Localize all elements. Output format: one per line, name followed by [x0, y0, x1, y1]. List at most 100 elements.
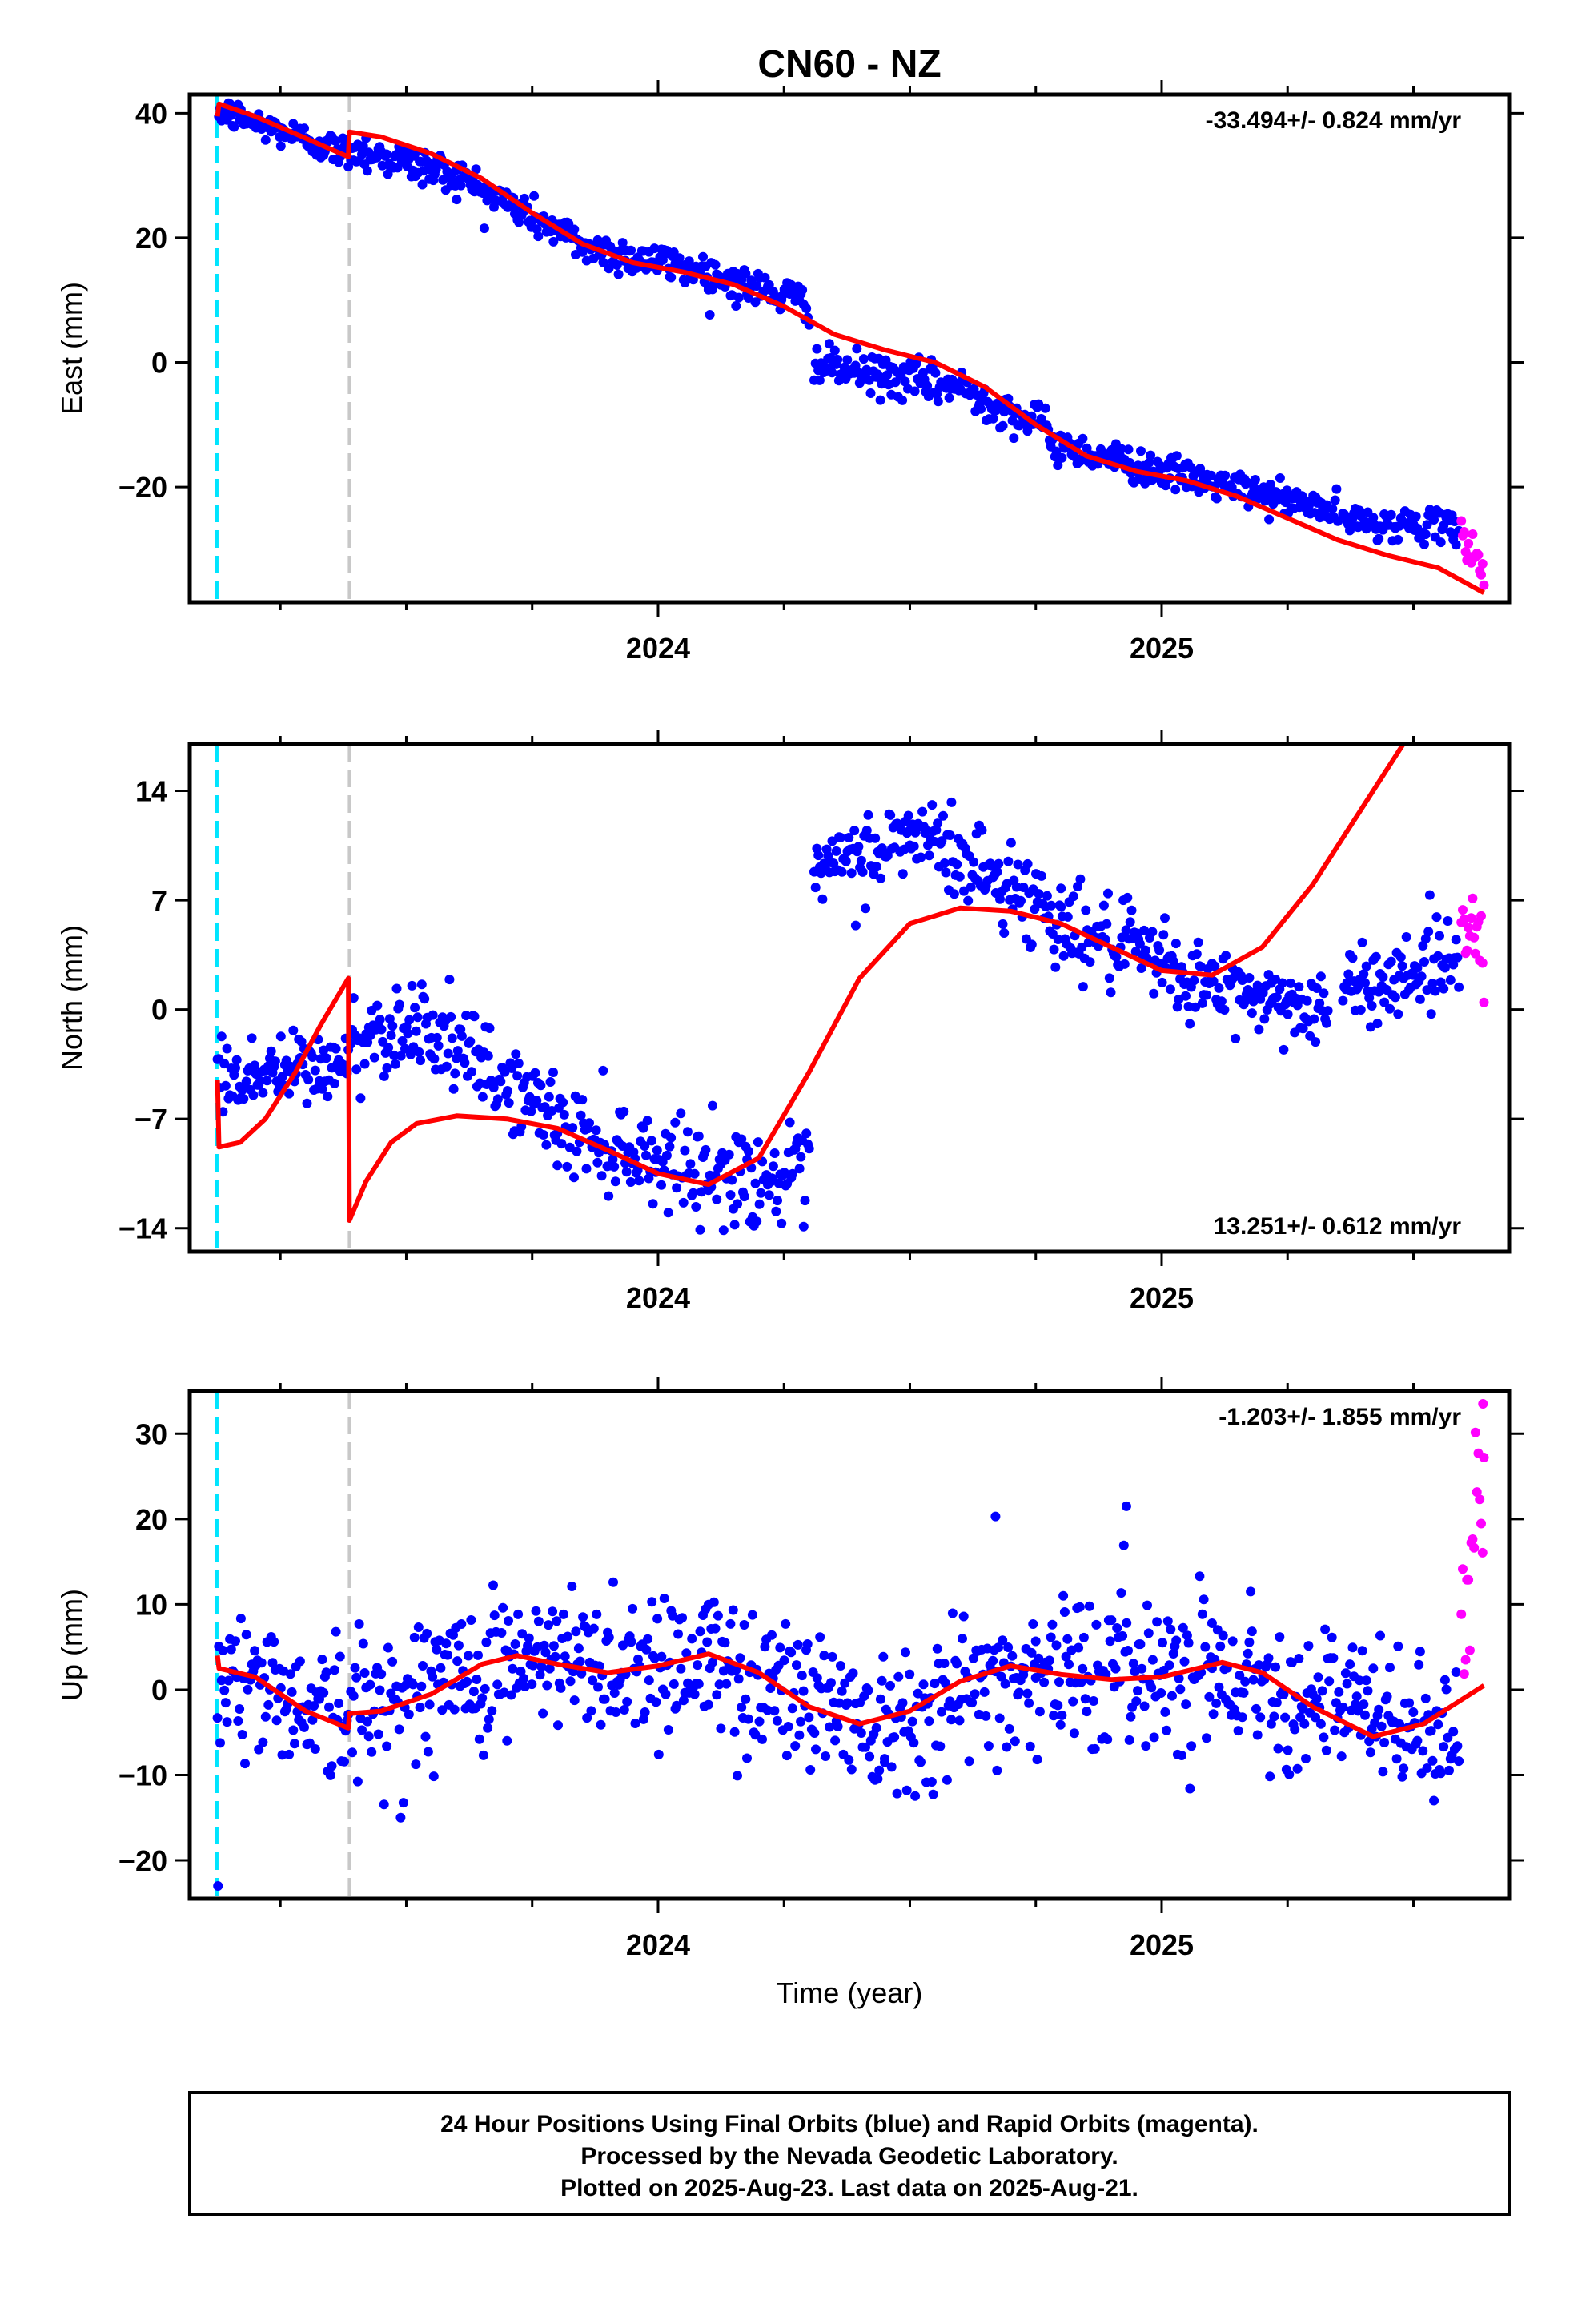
north-final-point	[646, 1136, 656, 1146]
north-final-point	[938, 810, 948, 821]
up-final-point	[1240, 1676, 1251, 1687]
up-final-point	[1175, 1684, 1186, 1695]
north-final-point	[857, 866, 868, 877]
up-final-point	[424, 1699, 435, 1710]
north-final-point	[1191, 949, 1202, 959]
north-final-point	[247, 1033, 257, 1043]
north-final-point	[1122, 892, 1133, 903]
up-final-point	[1182, 1630, 1192, 1641]
up-final-point	[819, 1651, 829, 1661]
up-ytick-label: −20	[118, 1844, 167, 1877]
east-final-point	[710, 259, 721, 270]
north-final-point	[1102, 919, 1112, 929]
up-final-point	[394, 1724, 404, 1735]
up-final-point	[1227, 1636, 1238, 1647]
north-final-point	[484, 1023, 495, 1033]
up-final-point	[979, 1687, 990, 1697]
up-final-point	[641, 1644, 652, 1655]
up-final-point	[347, 1747, 357, 1758]
up-final-point	[358, 1638, 368, 1649]
east-rapid-point	[1479, 580, 1489, 590]
up-ytick-label: 10	[135, 1588, 167, 1621]
north-final-point	[648, 1199, 658, 1209]
east-final-point	[824, 339, 834, 349]
up-final-point	[1197, 1609, 1207, 1619]
up-final-point	[1426, 1726, 1436, 1736]
east-final-point	[1331, 484, 1342, 494]
up-final-point	[840, 1678, 850, 1688]
up-final-point	[1280, 1712, 1291, 1723]
east-final-point	[1053, 460, 1063, 471]
north-final-point	[771, 1206, 781, 1216]
up-final-point	[310, 1744, 320, 1754]
east-final-point	[533, 231, 544, 242]
up-final-point	[258, 1737, 268, 1747]
up-final-point	[1301, 1754, 1311, 1763]
north-final-point	[1359, 969, 1369, 979]
up-final-point	[351, 1672, 362, 1683]
east-final-point	[626, 245, 636, 255]
north-final-point	[1077, 942, 1087, 952]
up-final-point	[1126, 1711, 1136, 1722]
up-final-point	[508, 1663, 518, 1674]
up-final-point	[846, 1764, 857, 1775]
up-final-point	[1397, 1771, 1407, 1782]
up-final-point	[474, 1734, 484, 1744]
north-final-point	[661, 1150, 672, 1160]
up-final-point	[901, 1785, 912, 1795]
north-final-point	[386, 1031, 396, 1040]
up-final-point	[528, 1660, 538, 1671]
up-final-point	[1147, 1655, 1158, 1665]
up-final-point	[527, 1679, 537, 1690]
up-final-point	[622, 1696, 632, 1707]
up-final-point	[695, 1626, 705, 1637]
up-final-point	[1251, 1703, 1261, 1714]
north-final-point	[250, 1060, 260, 1071]
north-final-point	[1321, 1018, 1331, 1028]
north-final-point	[270, 1056, 280, 1067]
up-final-point	[319, 1687, 329, 1698]
north-final-point	[634, 1176, 644, 1186]
north-final-point	[1121, 925, 1131, 935]
up-final-point	[742, 1753, 752, 1763]
north-final-point	[844, 833, 854, 842]
north-final-point	[1294, 982, 1304, 992]
up-final-point	[703, 1699, 713, 1710]
north-final-point	[1412, 963, 1423, 973]
north-final-point	[1003, 856, 1014, 866]
north-final-point	[1259, 1014, 1270, 1024]
up-final-point	[367, 1747, 377, 1757]
north-final-point	[885, 810, 896, 820]
up-final-point	[1208, 1709, 1219, 1719]
north-final-point	[1085, 957, 1095, 967]
up-final-point	[540, 1647, 551, 1658]
up-final-point	[811, 1744, 821, 1755]
north-final-point	[1013, 859, 1023, 870]
up-final-point	[802, 1639, 813, 1649]
north-rapid-point	[1468, 893, 1478, 903]
up-final-point	[604, 1632, 614, 1642]
north-final-point	[429, 1054, 440, 1064]
north-final-point	[483, 1051, 493, 1061]
east-final-point	[743, 293, 753, 303]
up-final-point	[1439, 1742, 1449, 1752]
up-final-point	[728, 1605, 738, 1615]
up-final-point	[1279, 1689, 1289, 1699]
up-final-point	[1239, 1687, 1249, 1698]
up-final-point	[215, 1738, 225, 1748]
up-final-point	[335, 1651, 345, 1662]
north-final-point	[556, 1139, 567, 1149]
east-ytick-label: 0	[151, 347, 167, 380]
north-final-point	[1103, 888, 1113, 899]
east-final-point	[933, 396, 943, 407]
up-final-point	[473, 1650, 483, 1660]
up-final-point	[681, 1648, 692, 1659]
up-rapid-point	[1472, 1487, 1482, 1498]
up-final-point	[909, 1738, 919, 1748]
up-final-point	[1376, 1721, 1387, 1731]
up-final-point	[263, 1699, 274, 1710]
up-final-point	[1039, 1677, 1050, 1687]
up-final-point	[875, 1694, 885, 1704]
up-final-point	[729, 1727, 740, 1737]
up-final-point	[669, 1679, 679, 1689]
